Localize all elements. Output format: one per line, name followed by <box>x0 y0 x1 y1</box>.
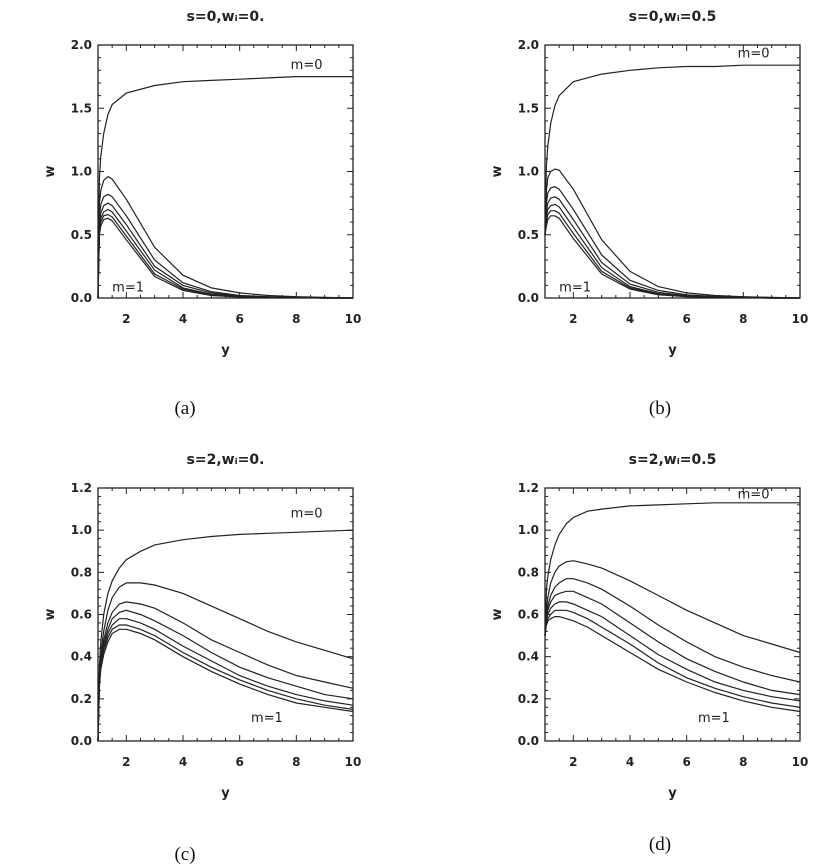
series-line-2 <box>544 578 801 683</box>
series-line-5 <box>544 609 801 708</box>
x-tick-label: 4 <box>179 755 187 769</box>
y-tick-label: 0.8 <box>518 565 539 579</box>
series-line-0 <box>544 64 800 235</box>
series-line-2 <box>97 601 354 742</box>
x-axis-label: y <box>221 343 230 358</box>
curve-annotation: m=1 <box>251 711 283 726</box>
x-tick-label: 4 <box>179 312 187 326</box>
curve-annotation: m=1 <box>559 281 591 296</box>
y-tick-label: 1.0 <box>518 165 539 179</box>
y-tick-label: 0.0 <box>518 291 539 305</box>
curve-annotation: m=1 <box>112 281 144 296</box>
plot-frame <box>97 44 354 299</box>
plot-frame <box>544 487 801 742</box>
x-tick-label: 2 <box>122 312 130 326</box>
x-tick-label: 8 <box>292 312 300 326</box>
x-tick-label: 6 <box>235 755 243 769</box>
panel-title: s=0,wᵢ=0. <box>187 9 265 25</box>
curve-annotation: m=0 <box>291 58 323 73</box>
y-tick-label: 0.8 <box>71 565 92 579</box>
panel-caption: (b) <box>649 398 671 419</box>
y-tick-label: 1.0 <box>71 165 92 179</box>
y-tick-label: 1.0 <box>518 523 539 537</box>
series-line-3 <box>544 590 801 696</box>
panel-c: s=2,wᵢ=0. 2 4 6 8 10 0.0 0.2 0.4 0.6 0.8 1.0 1.2 y w m=… <box>43 452 361 865</box>
x-axis-label: y <box>668 786 677 801</box>
plot-frame <box>544 44 801 299</box>
x-axis-label: y <box>221 786 230 801</box>
y-axis-label: w <box>490 608 505 620</box>
panel-title: s=2,wᵢ=0.5 <box>629 452 717 468</box>
series-line-1 <box>97 175 354 299</box>
x-tick-label: 2 <box>122 755 130 769</box>
x-tick-label: 2 <box>569 755 577 769</box>
series-line-1 <box>544 168 801 299</box>
x-tick-label: 10 <box>792 755 809 769</box>
y-tick-label: 0.6 <box>518 608 539 622</box>
x-tick-label: 10 <box>345 755 362 769</box>
panel-d: s=2,wᵢ=0.5 2 4 6 8 10 0.0 0.2 0.4 0.6 0.8 1.0 1.2 y w m… <box>490 452 808 855</box>
panel-caption: (c) <box>174 844 195 865</box>
y-tick-label: 0.0 <box>518 734 539 748</box>
y-tick-label: 1.2 <box>71 481 92 495</box>
series-line-5 <box>97 624 354 742</box>
panel-title: s=2,wᵢ=0. <box>187 452 265 468</box>
y-axis-label: w <box>43 165 58 177</box>
y-tick-label: 0.5 <box>71 228 92 242</box>
y-tick-label: 0.0 <box>71 291 92 305</box>
series-line-0 <box>544 502 800 636</box>
panel-b: s=0,wᵢ=0.5 2 4 6 8 10 0.0 0.5 1.0 1.5 2.0 y w m=0 m=1 (… <box>490 9 808 419</box>
y-tick-label: 2.0 <box>71 38 92 52</box>
curve-annotation: m=0 <box>291 507 323 522</box>
y-tick-label: 0.4 <box>518 650 539 664</box>
x-tick-label: 8 <box>292 755 300 769</box>
y-tick-label: 2.0 <box>518 38 539 52</box>
series-line-1 <box>544 560 801 654</box>
curve-annotation: m=1 <box>698 711 730 726</box>
series-line-4 <box>544 601 801 702</box>
series-line-3 <box>97 609 354 742</box>
series-line-6 <box>97 217 353 299</box>
x-tick-label: 6 <box>235 312 243 326</box>
x-tick-label: 4 <box>626 755 634 769</box>
x-tick-label: 6 <box>682 755 690 769</box>
y-tick-label: 0.2 <box>71 692 92 706</box>
series-line-6 <box>97 628 354 742</box>
y-tick-label: 0.4 <box>71 650 92 664</box>
series-line-6 <box>544 215 800 299</box>
panel-caption: (a) <box>174 398 195 419</box>
y-tick-label: 0.6 <box>71 608 92 622</box>
x-tick-label: 8 <box>739 755 747 769</box>
series-line-0 <box>97 76 353 299</box>
y-tick-label: 0.2 <box>518 692 539 706</box>
y-tick-label: 1.2 <box>518 481 539 495</box>
y-axis-label: w <box>43 608 58 620</box>
x-tick-label: 2 <box>569 312 577 326</box>
series-line-1 <box>97 582 354 742</box>
panel-a: s=0,wᵢ=0. 2 4 6 8 10 0.0 0.5 1.0 1.5 2.0 y w m=0 m=1 (a… <box>43 9 361 419</box>
x-tick-label: 6 <box>682 312 690 326</box>
y-tick-label: 1.5 <box>71 101 92 115</box>
x-tick-label: 10 <box>345 312 362 326</box>
y-tick-label: 1.5 <box>518 101 539 115</box>
panel-title: s=0,wᵢ=0.5 <box>629 9 717 25</box>
x-tick-label: 8 <box>739 312 747 326</box>
y-tick-label: 0.5 <box>518 228 539 242</box>
curve-annotation: m=0 <box>738 47 770 62</box>
curve-annotation: m=0 <box>738 488 770 503</box>
series-line-6 <box>544 616 801 713</box>
x-tick-label: 4 <box>626 312 634 326</box>
panel-caption: (d) <box>649 834 671 855</box>
series-line-0 <box>97 529 354 742</box>
x-tick-label: 10 <box>792 312 809 326</box>
y-axis-label: w <box>490 165 505 177</box>
y-tick-label: 0.0 <box>71 734 92 748</box>
x-axis-label: y <box>668 343 677 358</box>
y-tick-label: 1.0 <box>71 523 92 537</box>
